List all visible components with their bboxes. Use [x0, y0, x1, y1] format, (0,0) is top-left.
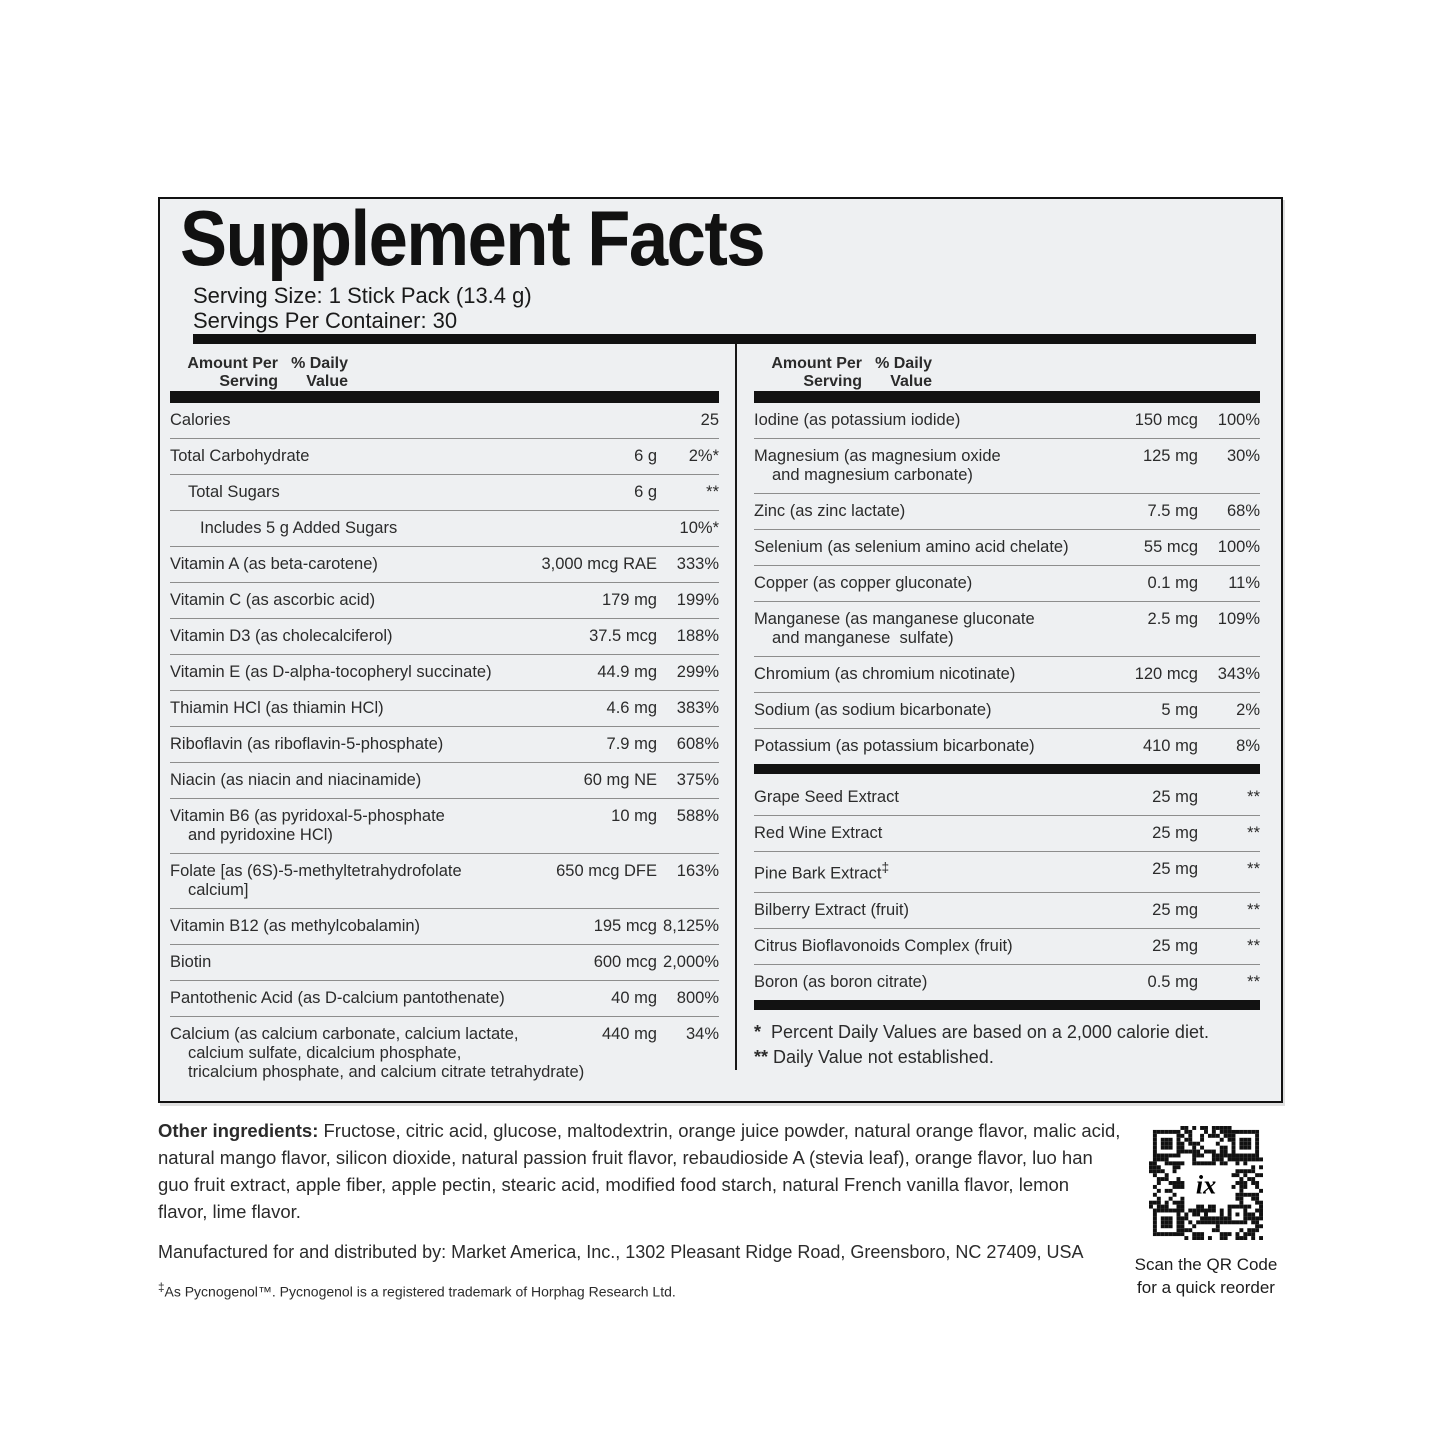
svg-text:ix: ix — [1196, 1170, 1216, 1199]
